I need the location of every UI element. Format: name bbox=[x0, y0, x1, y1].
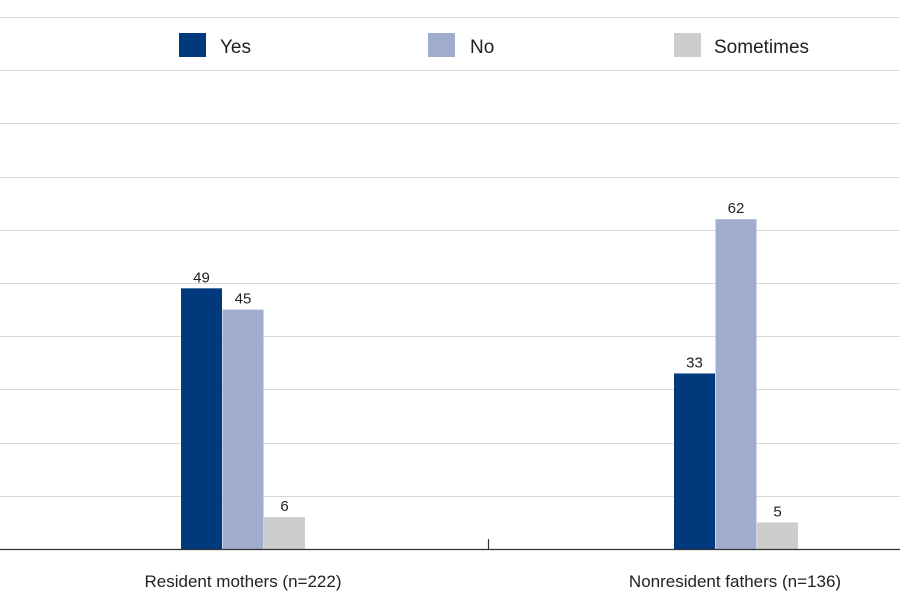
data-label-yes-2: 33 bbox=[686, 354, 703, 371]
legend-swatch-yes bbox=[179, 33, 206, 57]
bar-sometimes-2 bbox=[757, 522, 798, 549]
legend: Yes No Sometimes bbox=[179, 33, 809, 58]
legend-label-no: No bbox=[470, 37, 494, 58]
data-label-no-1: 45 bbox=[235, 291, 252, 308]
gridlines bbox=[0, 17, 900, 497]
legend-label-sometimes: Sometimes bbox=[714, 37, 809, 58]
bar-yes-2 bbox=[674, 373, 715, 549]
data-label-no-2: 62 bbox=[728, 200, 745, 217]
bar-no-2 bbox=[715, 219, 757, 549]
category-label-1: Resident mothers (n=222) bbox=[144, 572, 341, 591]
bar-no-1 bbox=[222, 309, 264, 549]
x-axis: Resident mothers (n=222) Nonresident fath… bbox=[0, 539, 900, 591]
data-label-yes-1: 49 bbox=[193, 269, 210, 286]
bars bbox=[181, 219, 798, 549]
legend-swatch-no bbox=[428, 33, 455, 57]
category-label-2: Nonresident fathers (n=136) bbox=[629, 572, 841, 591]
data-label-sometimes-2: 5 bbox=[773, 503, 781, 520]
data-labels: 49 45 6 33 62 5 bbox=[193, 200, 782, 520]
legend-swatch-sometimes bbox=[674, 33, 701, 57]
data-label-sometimes-1: 6 bbox=[280, 498, 288, 515]
legend-label-yes: Yes bbox=[220, 37, 251, 58]
bar-sometimes-1 bbox=[264, 517, 305, 549]
bar-yes-1 bbox=[181, 288, 222, 549]
